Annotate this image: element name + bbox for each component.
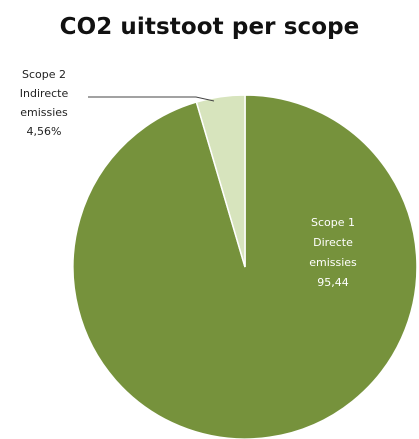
slice-2-label-line-3: emissies — [20, 106, 68, 119]
slice-1-label-line-1: Scope 1 — [311, 216, 355, 229]
slice-1-label-line-3: emissies — [309, 256, 357, 269]
slice-2-label-line-2: Indirecte — [20, 87, 69, 100]
slice-1-label-line-2: Directe — [313, 236, 353, 249]
slice-2-label-line-4: 4,56% — [27, 125, 62, 138]
slice-1-label-line-4: 95,44 — [317, 276, 349, 289]
leader-line — [88, 96, 215, 102]
slice-2-label-line-1: Scope 2 — [22, 68, 66, 81]
chart-title: CO2 uitstoot per scope — [59, 14, 360, 40]
pie-slice-2 — [195, 94, 246, 268]
